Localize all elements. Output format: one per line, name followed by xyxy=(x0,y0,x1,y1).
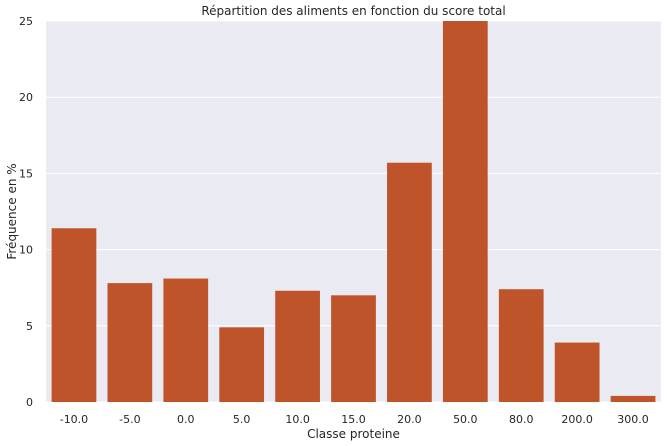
x-tick-labels: -10.0 -5.0 0.0 5.0 10.0 15.0 20.0 50.0 80.0 200.0… xyxy=(60,413,649,426)
x-tick-label: 15.0 xyxy=(341,413,366,426)
x-tick-label: 300.0 xyxy=(617,413,649,426)
bar xyxy=(610,395,656,402)
y-tick-label: 20 xyxy=(19,91,33,104)
x-tick-label: -5.0 xyxy=(119,413,140,426)
bar xyxy=(219,327,265,402)
x-tick-label: 200.0 xyxy=(561,413,593,426)
bar xyxy=(442,21,488,402)
bar xyxy=(51,228,97,402)
y-axis-label: Fréquence en % xyxy=(5,163,19,259)
bar xyxy=(275,290,320,402)
bar xyxy=(331,295,376,402)
y-tick-label: 15 xyxy=(19,167,33,180)
bar xyxy=(387,162,432,402)
x-tick-label: 50.0 xyxy=(453,413,478,426)
bar xyxy=(163,278,209,402)
y-tick-label: 5 xyxy=(26,320,33,333)
bar xyxy=(498,289,544,402)
bars-group xyxy=(51,21,656,402)
bar xyxy=(554,342,600,402)
y-tick-label: 25 xyxy=(19,15,33,28)
y-tick-labels: 0 5 10 15 20 25 xyxy=(19,15,33,409)
x-tick-label: 20.0 xyxy=(397,413,422,426)
y-tick-label: 10 xyxy=(19,244,33,257)
bar xyxy=(107,283,153,402)
x-axis-label: Classe proteine xyxy=(307,427,400,441)
x-tick-label: 5.0 xyxy=(233,413,251,426)
y-tick-label: 0 xyxy=(26,396,33,409)
chart-title: Répartition des aliments en fonction du … xyxy=(201,4,505,18)
x-tick-label: -10.0 xyxy=(60,413,88,426)
x-tick-label: 10.0 xyxy=(285,413,310,426)
x-tick-label: 80.0 xyxy=(509,413,534,426)
x-tick-label: 0.0 xyxy=(177,413,195,426)
